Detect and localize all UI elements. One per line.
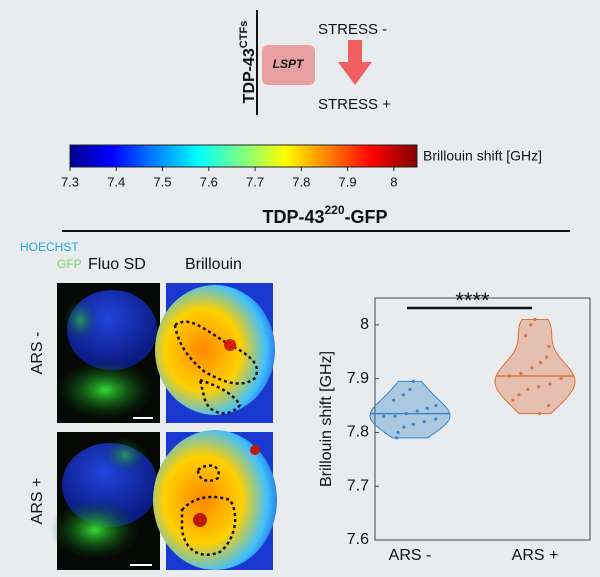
data-point [548,382,552,386]
data-point [401,393,405,397]
data-point [434,403,438,408]
data-point [530,366,534,370]
data-point [544,355,549,359]
data-point [537,385,541,389]
stress-arrow [338,40,372,85]
brillouin-image-minus [155,283,275,423]
data-point [404,412,408,416]
stress-minus: STRESS - [318,21,387,38]
data-point [393,414,397,418]
data-point [392,398,396,402]
channel-gfp: GFP [57,257,82,271]
data-point [538,360,543,365]
header-label-main: TDP-43 [241,48,258,103]
y-tick-label: 7.9 [347,370,369,387]
data-point [411,379,415,383]
data-point [529,323,533,327]
data-point [408,387,412,392]
colorbar-tick-label: 7.4 [107,174,125,189]
data-point [526,387,530,392]
x-tick-label: ARS - [389,547,432,564]
data-point [559,377,563,381]
colorbar-tick-label: 7.3 [61,174,79,189]
data-point [411,422,415,426]
colorbar-scale [69,144,418,168]
data-point [507,374,512,378]
lspt-label: LSPT [273,57,305,71]
violin-body [494,319,576,415]
column-label: Brillouin [185,256,242,273]
y-axis-label: Brillouin shift [GHz] [318,351,335,487]
panel-superscript: 220 [324,203,344,217]
data-point [547,344,551,348]
colorbar-tick-label: 7.9 [339,174,357,189]
colorbar-tick-label: 7.7 [246,174,264,189]
row-label: ARS - [29,332,46,375]
data-point [422,420,426,424]
colorbar-tick-label: 7.8 [292,174,310,189]
violin-chart: 7.6 7.7 7.8 7.9 8 Brillouin shift [GHz] ARS - A… [318,288,591,564]
header-superscript: CTFs [238,21,250,49]
data-point [524,334,528,338]
data-point [537,412,542,416]
colorbar-label: Brillouin shift [GHz] [423,148,542,164]
data-point [382,414,386,418]
colorbar-tick-label: 7.5 [153,174,171,189]
x-tick-label: ARS + [512,547,559,564]
data-point [434,417,438,421]
panel-suffix: -GFP [345,207,388,227]
y-tick-label: 7.7 [347,477,369,494]
data-point [533,317,537,322]
column-label: Fluo SD [88,256,146,273]
data-point [425,406,429,410]
lspt-box [262,45,315,85]
data-point [517,393,521,397]
fluo-image-plus [50,432,160,570]
y-tick-label: 7.8 [347,424,369,441]
data-point [519,371,523,375]
significance-label: **** [455,288,490,313]
brillouin-image-plus [153,430,277,570]
plot-frame [374,297,591,541]
channel-hoechst: HOECHST [20,240,79,254]
y-tick-label: 8 [360,316,369,333]
header-label: TDP-43CTFs [238,21,258,104]
data-point [511,398,515,402]
data-point [402,425,406,429]
panel-title: TDP-43220-GFP [262,203,387,227]
data-point [415,409,419,413]
data-point [547,403,551,408]
fluo-image-minus [55,283,160,423]
stress-plus: STRESS + [318,96,391,113]
violin-body [369,380,451,439]
colorbar: Brillouin shift [GHz] 7.3 7.4 7.5 7.6 7.7 7.8… [61,144,542,189]
row-label: ARS + [29,478,46,525]
colorbar-tick-label: 8 [390,174,397,189]
data-point [396,430,400,435]
data-point [395,436,399,440]
y-tick-label: 7.6 [347,531,369,548]
panel-title-main: TDP-43 [262,207,324,227]
colorbar-tick-label: 7.6 [200,174,218,189]
